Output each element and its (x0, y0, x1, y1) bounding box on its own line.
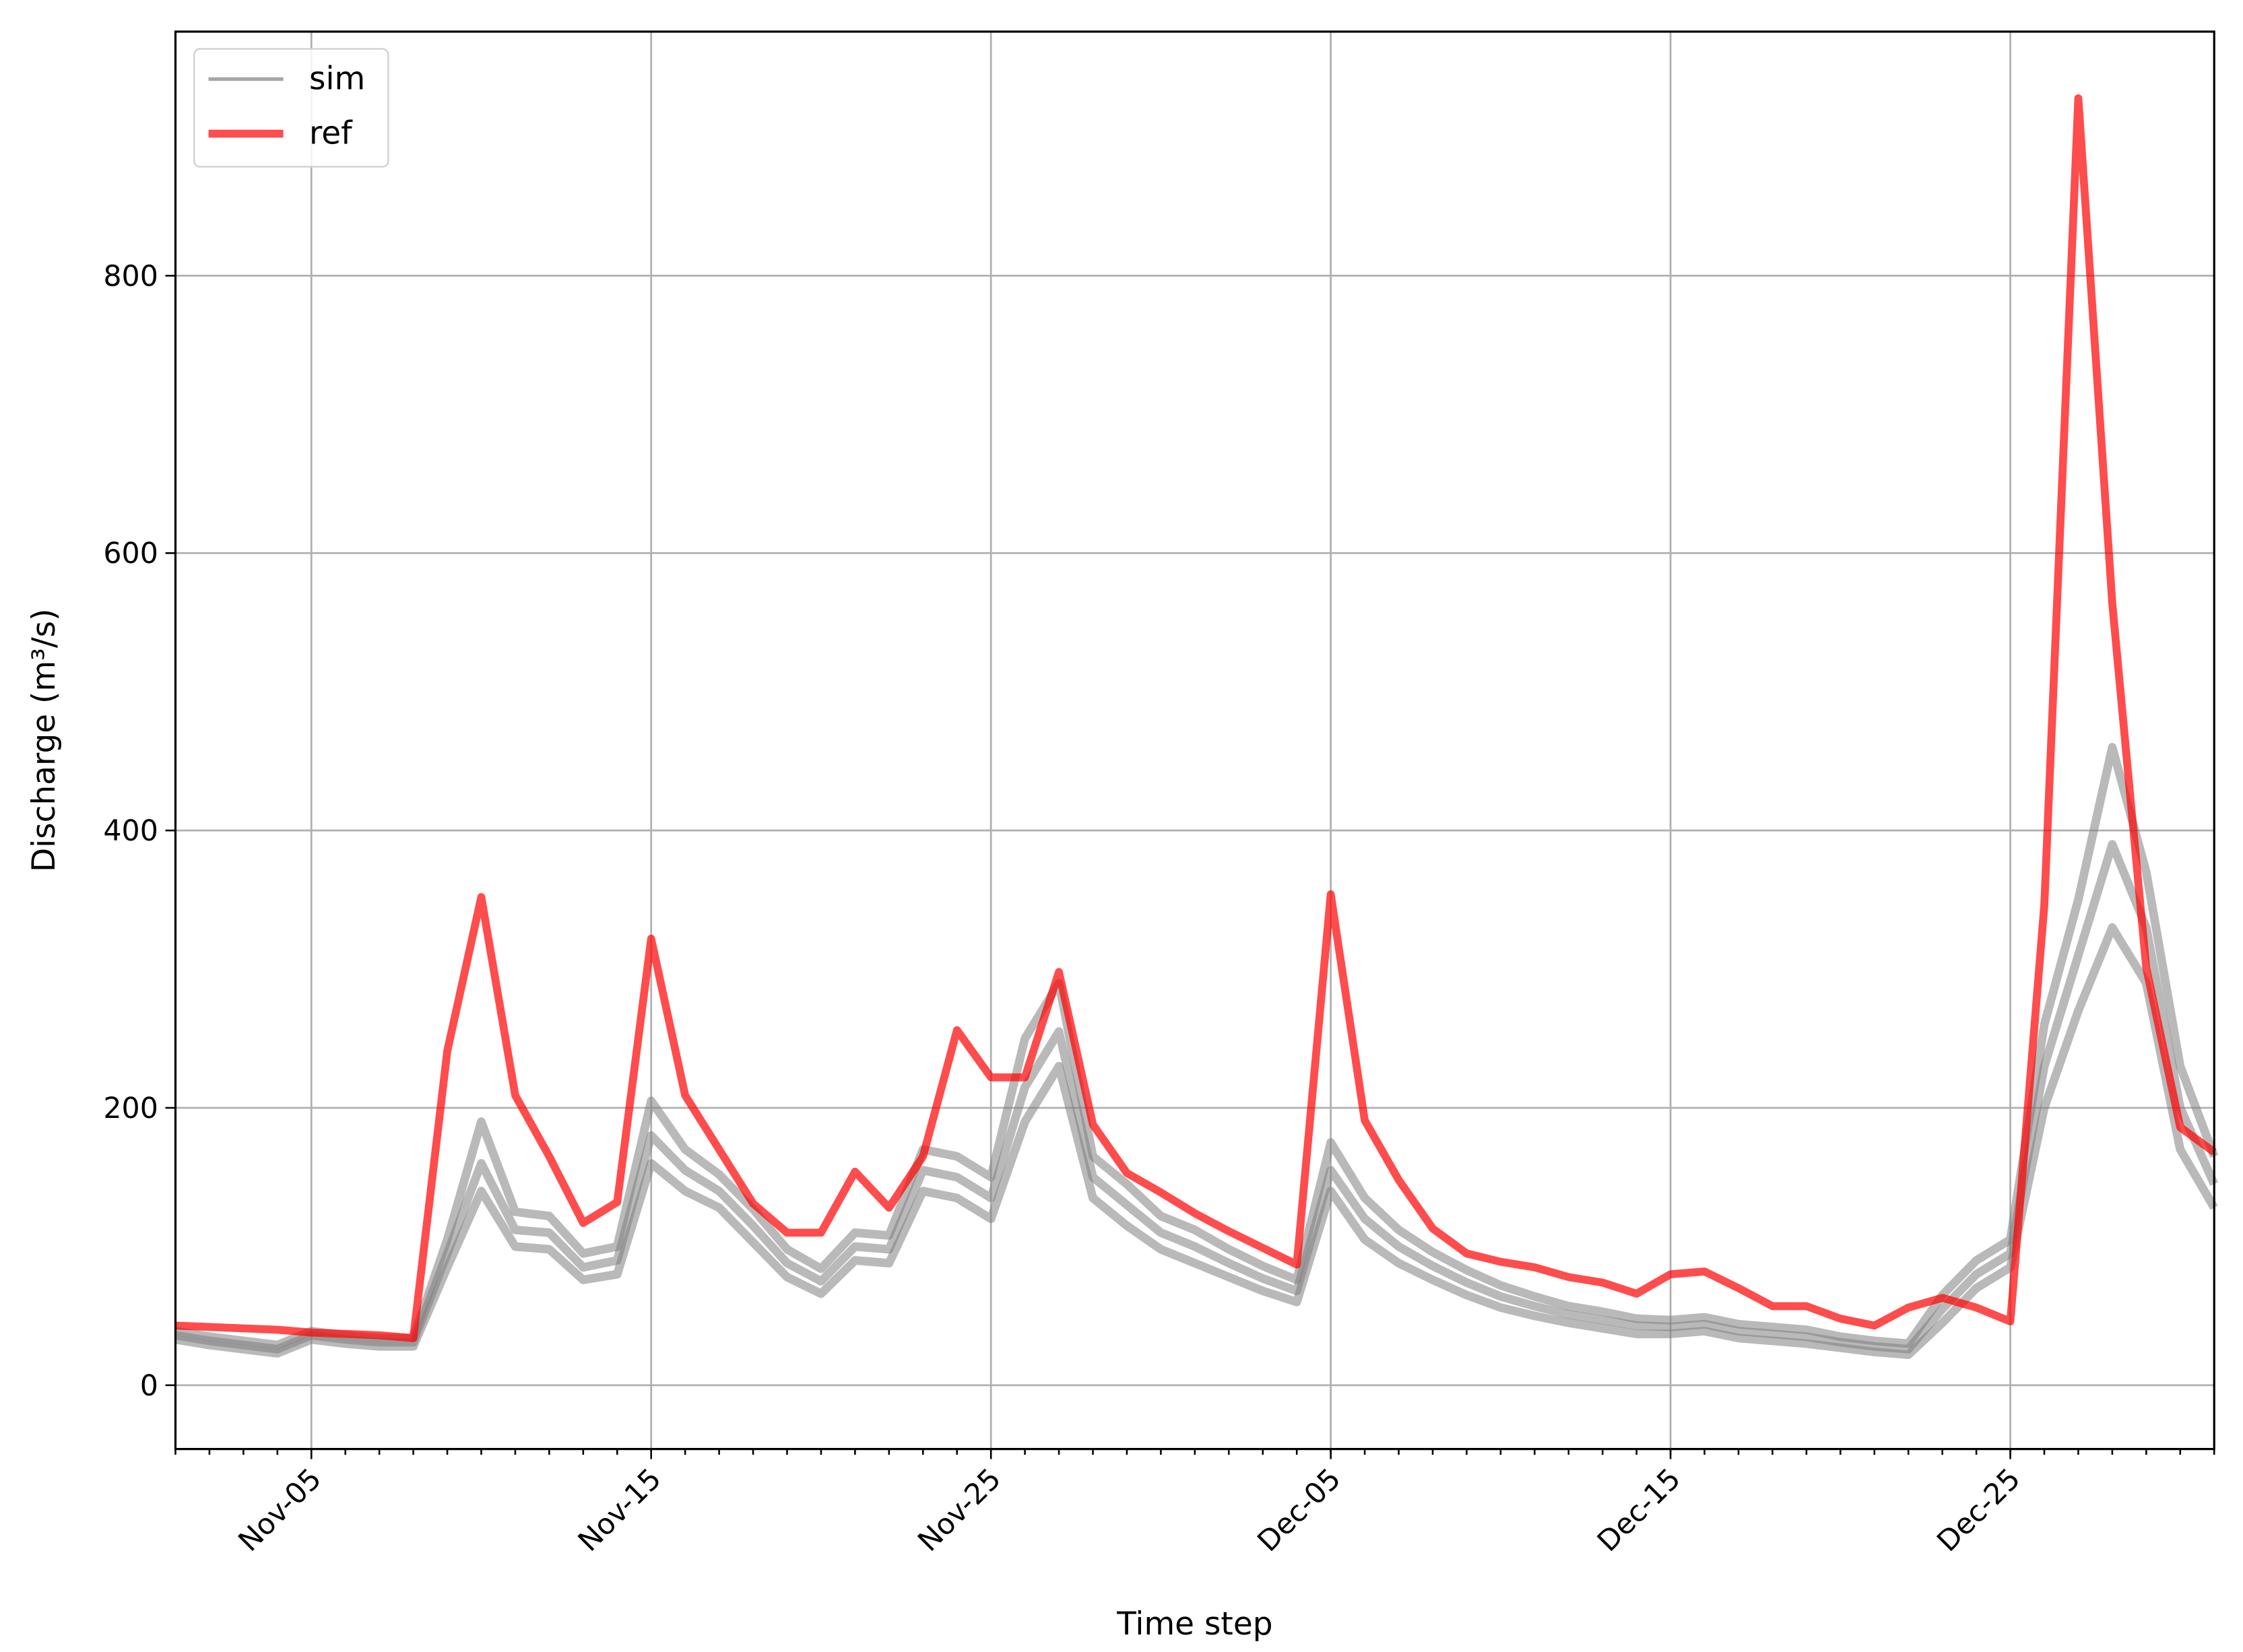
sim-line (174, 923, 2218, 1359)
lines (174, 94, 2219, 1359)
axes: 0 200 400 600 800 Nov-05 Nov-15 Nov-25 Dec-05 Dec… (103, 259, 2215, 1558)
x-axis-label: Time step (1116, 1606, 1272, 1643)
x-tick-label: Dec-15 (1591, 1462, 1687, 1558)
x-tick-label: Dec-25 (1930, 1462, 2027, 1558)
legend: sim ref (193, 48, 389, 168)
y-tick-label: 0 (140, 1369, 158, 1403)
sim-line (174, 743, 2219, 1350)
y-tick-label: 400 (103, 814, 158, 848)
y-tick-label: 800 (103, 259, 158, 293)
y-tick-label: 600 (103, 537, 158, 570)
sim-line (174, 840, 2219, 1354)
x-tick-label: Nov-05 (232, 1462, 328, 1558)
plot-frame (174, 30, 2215, 1451)
x-tick-label: Dec-05 (1251, 1462, 1347, 1558)
grid (175, 31, 2215, 1449)
y-axis-label: Discharge (m³/s) (26, 609, 63, 872)
legend-label: sim (309, 60, 365, 97)
ref-line (175, 94, 2217, 1342)
x-tick-label: Nov-15 (572, 1462, 668, 1558)
legend-label: ref (309, 114, 353, 152)
y-tick-label: 200 (103, 1092, 158, 1125)
x-tick-label: Nov-25 (911, 1462, 1008, 1558)
